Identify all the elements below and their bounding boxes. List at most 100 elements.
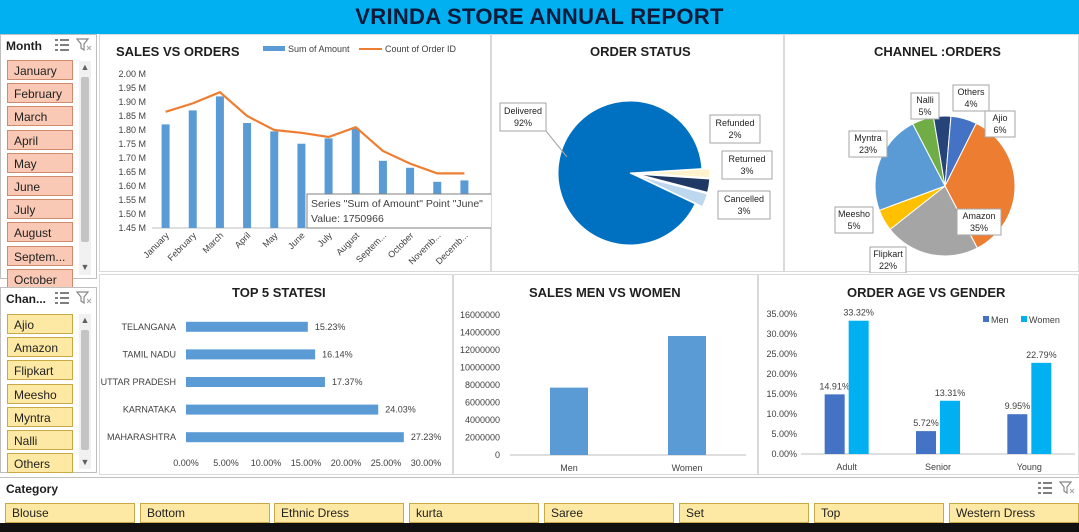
y-tick-label: 25.00% bbox=[766, 349, 797, 359]
data-label-value: 6% bbox=[993, 125, 1006, 135]
data-label-name: Refunded bbox=[715, 118, 754, 128]
channel-orders-title: CHANNEL :ORDERS bbox=[874, 44, 1001, 59]
legend-label: Men bbox=[991, 315, 1009, 325]
order-status-panel: ORDER STATUS Delivered 92% Refunded 2% Retur… bbox=[491, 34, 784, 272]
x-tick-label: Senior bbox=[925, 462, 951, 472]
legend-swatch-sum-of-amount bbox=[263, 46, 285, 51]
y-tick-label: 0.00% bbox=[771, 449, 797, 459]
y-tick-label: 15.00% bbox=[766, 389, 797, 399]
x-tick-label: Women bbox=[672, 463, 703, 473]
category-slicer-item-kurta[interactable]: kurta bbox=[409, 503, 539, 523]
data-label: 14.91% bbox=[819, 381, 850, 391]
month-slicer: Month January February March April May June Ju… bbox=[0, 34, 97, 289]
y-tick-label: 0 bbox=[495, 450, 500, 460]
clear-filter-icon[interactable] bbox=[76, 38, 92, 52]
data-label-value: 5% bbox=[847, 221, 860, 231]
bar-sum-of-amount bbox=[243, 123, 252, 228]
channel-slicer-item-meesho[interactable]: Meesho bbox=[7, 383, 73, 404]
y-tick-label: 12000000 bbox=[460, 345, 500, 355]
channel-slicer-scrollbar[interactable]: ▲ ▼ bbox=[79, 314, 91, 469]
category-slicer-item-saree[interactable]: Saree bbox=[544, 503, 674, 523]
bar-women-senior bbox=[940, 400, 960, 454]
month-slicer-item-march[interactable]: March bbox=[7, 106, 73, 127]
y-tick-label: 6000000 bbox=[465, 398, 500, 408]
channel-slicer-item-amazon[interactable]: Amazon bbox=[7, 337, 73, 358]
y-tick-label: 4000000 bbox=[465, 415, 500, 425]
data-label-box bbox=[952, 84, 990, 112]
bar-karnataka bbox=[186, 404, 379, 415]
pie-slice-returned bbox=[637, 173, 711, 193]
legend-swatch-men bbox=[983, 316, 989, 322]
order-status-title: ORDER STATUS bbox=[590, 44, 691, 59]
bar-men-adult bbox=[824, 394, 845, 454]
category-slicer-item-western-dress[interactable]: Western Dress bbox=[949, 503, 1079, 523]
channel-orders-panel: CHANNEL :ORDERS Nalli 5% Others 4% Ajio 6% Ama… bbox=[784, 34, 1079, 273]
data-label: 33.32% bbox=[843, 308, 874, 318]
clear-filter-icon[interactable] bbox=[1059, 481, 1075, 495]
multi-select-icon[interactable] bbox=[1037, 481, 1053, 495]
age-gender-title: ORDER AGE VS GENDER bbox=[847, 285, 1006, 300]
scroll-up-icon[interactable]: ▲ bbox=[80, 315, 90, 325]
category-slicer-item-ethnic-dress[interactable]: Ethnic Dress bbox=[274, 503, 404, 523]
channel-slicer-item-others[interactable]: Others bbox=[7, 453, 73, 474]
legend-swatch-women bbox=[1021, 316, 1027, 322]
x-tick-label: 15.00% bbox=[291, 458, 322, 468]
gender-sales-title: SALES MEN VS WOMEN bbox=[529, 285, 681, 300]
x-tick-label: 10.00% bbox=[251, 458, 282, 468]
data-label-box bbox=[910, 92, 940, 120]
bar-men-young bbox=[1007, 414, 1028, 454]
x-tick-label: Men bbox=[560, 463, 578, 473]
y-tick-label: TELANGANA bbox=[121, 322, 176, 332]
data-label: 17.37% bbox=[332, 377, 363, 387]
scroll-down-icon[interactable]: ▼ bbox=[80, 262, 90, 272]
multi-select-icon[interactable] bbox=[54, 38, 70, 52]
bar-men bbox=[550, 387, 588, 455]
category-slicer: Category Blouse Bottom Ethnic Dress kurta Sa… bbox=[0, 477, 1079, 532]
y-tick-label: 1.80 M bbox=[118, 125, 146, 135]
data-label-name: Cancelled bbox=[724, 194, 764, 204]
x-tick-label: 30.00% bbox=[411, 458, 442, 468]
multi-select-icon[interactable] bbox=[54, 291, 70, 305]
category-slicer-item-blouse[interactable]: Blouse bbox=[5, 503, 135, 523]
scroll-down-icon[interactable]: ▼ bbox=[80, 457, 90, 467]
month-slicer-item-february[interactable]: February bbox=[7, 83, 73, 104]
month-slicer-item-april[interactable]: April bbox=[7, 129, 73, 150]
scroll-thumb[interactable] bbox=[81, 330, 89, 450]
age-gender-panel: ORDER AGE VS GENDER 35.00% 30.00% 25.00% 20… bbox=[758, 274, 1079, 475]
data-label-box bbox=[848, 130, 888, 158]
scroll-up-icon[interactable]: ▲ bbox=[80, 62, 90, 72]
channel-slicer-item-nalli[interactable]: Nalli bbox=[7, 430, 73, 450]
pie-slice-delivered bbox=[557, 100, 703, 246]
y-tick-label: 1.95 M bbox=[118, 83, 146, 93]
channel-slicer-item-flipkart[interactable]: Flipkart bbox=[7, 360, 73, 381]
data-label-value: 4% bbox=[964, 99, 977, 109]
month-slicer-item-july[interactable]: July bbox=[7, 199, 73, 220]
data-label-name: Others bbox=[957, 87, 985, 97]
y-tick-label: KARNATAKA bbox=[123, 405, 176, 415]
channel-slicer-title: Chan... bbox=[6, 292, 47, 306]
channel-slicer-item-myntra[interactable]: Myntra bbox=[7, 406, 73, 427]
bar-sum-of-amount bbox=[297, 143, 306, 228]
month-slicer-item-january[interactable]: January bbox=[7, 60, 73, 80]
data-label-box bbox=[717, 190, 771, 220]
data-label-name: Flipkart bbox=[873, 249, 903, 259]
y-tick-label: 2000000 bbox=[465, 433, 500, 443]
y-tick-label: 1.75 M bbox=[118, 139, 146, 149]
category-slicer-item-bottom[interactable]: Bottom bbox=[140, 503, 270, 523]
data-label-value: 92% bbox=[514, 118, 532, 128]
top-states-panel: TOP 5 STATESI TELANGANA 15.23% TAMIL NADU 1… bbox=[99, 274, 453, 475]
category-slicer-item-top[interactable]: Top bbox=[814, 503, 944, 523]
month-slicer-item-august[interactable]: August bbox=[7, 222, 73, 243]
month-slicer-item-may[interactable]: May bbox=[7, 152, 73, 173]
month-slicer-item-october[interactable]: October bbox=[7, 268, 73, 289]
clear-filter-icon[interactable] bbox=[76, 291, 92, 305]
month-slicer-item-june[interactable]: June bbox=[7, 176, 73, 196]
channel-slicer-item-ajio[interactable]: Ajio bbox=[7, 314, 73, 334]
data-label-value: 5% bbox=[918, 107, 931, 117]
month-slicer-item-septem[interactable]: Septem... bbox=[7, 245, 73, 266]
legend-label: Count of Order ID bbox=[385, 44, 457, 54]
category-slicer-item-set[interactable]: Set bbox=[679, 503, 809, 523]
scroll-thumb[interactable] bbox=[81, 77, 89, 242]
bar-maharashtra bbox=[186, 432, 404, 443]
month-slicer-scrollbar[interactable]: ▲ ▼ bbox=[79, 61, 91, 275]
